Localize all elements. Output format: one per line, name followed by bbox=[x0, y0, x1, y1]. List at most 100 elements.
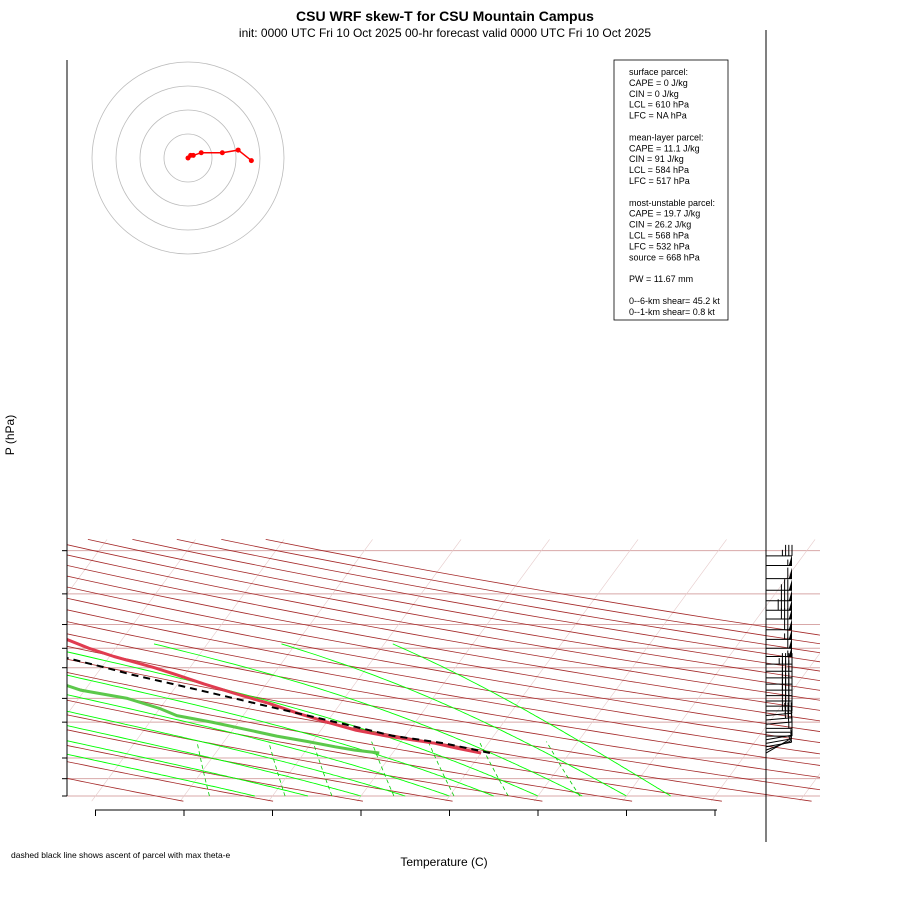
wind-barb-pennant bbox=[788, 628, 792, 640]
wind-barb-shaft bbox=[765, 717, 792, 721]
wind-barb bbox=[766, 653, 793, 665]
series-line-dewpoint bbox=[67, 683, 380, 755]
dry-adiabat-line bbox=[67, 621, 820, 755]
wind-barb bbox=[766, 628, 792, 640]
y-axis-label: P (hPa) bbox=[3, 415, 17, 455]
hodograph-background bbox=[90, 62, 290, 267]
moist-adiabat-line bbox=[392, 643, 672, 797]
moist-adiabat-line bbox=[153, 643, 583, 797]
mixing-ratio-line bbox=[371, 741, 395, 797]
wind-barb bbox=[766, 554, 792, 567]
wind-barb bbox=[766, 618, 792, 631]
wind-barb bbox=[766, 666, 793, 679]
chart-title: CSU WRF skew-T for CSU Mountain Campus bbox=[296, 8, 594, 24]
hodograph-point bbox=[198, 150, 204, 156]
wind-barb-pennant bbox=[788, 567, 792, 579]
info-box-line: 0--6-km shear= 45.2 kt bbox=[629, 296, 720, 306]
series-line-temperature bbox=[67, 637, 482, 755]
isotherm-line bbox=[622, 539, 816, 802]
dry-adiabat-line bbox=[132, 539, 820, 663]
isotherm-line bbox=[67, 539, 108, 595]
wind-barb-pennant bbox=[788, 637, 792, 649]
info-box-line: 0--1-km shear= 0.8 kt bbox=[629, 307, 715, 317]
wind-barb bbox=[766, 589, 792, 602]
dry-adiabat-line bbox=[67, 544, 820, 682]
wind-barb bbox=[766, 544, 793, 557]
dry-adiabat-line bbox=[67, 685, 722, 802]
wind-barb-shaft bbox=[765, 721, 792, 725]
dry-adiabat-line bbox=[67, 777, 184, 802]
moist-adiabat-line bbox=[67, 753, 255, 797]
info-box-line: mean-layer parcel: bbox=[629, 132, 704, 142]
info-box-text: surface parcel: CAPE = 0 J/kg CIN = 0 J/kg… bbox=[629, 67, 720, 317]
info-box: surface parcel: CAPE = 0 J/kg CIN = 0 J/kg… bbox=[613, 59, 729, 321]
info-box-line: LFC = NA hPa bbox=[629, 111, 687, 121]
hodograph-ring bbox=[115, 85, 261, 231]
info-box-line: CAPE = 0 J/kg bbox=[629, 78, 688, 88]
wind-barb-shaft bbox=[765, 738, 792, 744]
chart-subtitle: init: 0000 UTC Fri 10 Oct 2025 00-hr for… bbox=[239, 26, 652, 40]
dry-adiabat-line bbox=[67, 554, 820, 691]
moist-adiabat-line bbox=[67, 694, 450, 797]
isotherm-line bbox=[268, 539, 462, 802]
isotherm-line bbox=[0, 539, 19, 801]
chart-labels bbox=[62, 60, 717, 816]
mixing-ratio-line bbox=[268, 741, 286, 797]
dry-adiabat-line bbox=[67, 586, 820, 722]
info-box-line: CIN = 0 J/kg bbox=[629, 89, 679, 99]
dry-adiabat-line bbox=[67, 564, 820, 701]
isotherm-line bbox=[710, 652, 820, 802]
dry-adiabat-line bbox=[67, 714, 543, 802]
moist-adiabat-line bbox=[281, 643, 627, 797]
isotherm-line bbox=[67, 539, 196, 715]
dry-adiabat-line bbox=[67, 633, 820, 766]
isotherm-line bbox=[445, 539, 639, 802]
moist-adiabat-line bbox=[67, 651, 539, 797]
moist-adiabat-line bbox=[67, 740, 309, 797]
wind-barb-shaft bbox=[765, 712, 792, 717]
info-box-line bbox=[629, 187, 632, 197]
wind-barb-shaft bbox=[765, 741, 792, 748]
wind-barbs bbox=[765, 30, 793, 842]
info-box-line: LFC = 517 hPa bbox=[629, 176, 690, 186]
wind-barb bbox=[766, 579, 792, 591]
data-lines bbox=[67, 637, 491, 755]
footnote: dashed black line shows ascent of parcel… bbox=[11, 850, 231, 860]
background-lines bbox=[0, 539, 820, 802]
dry-adiabat-line bbox=[67, 575, 820, 711]
info-box-line: CIN = 26.2 J/kg bbox=[629, 220, 691, 230]
info-box-line bbox=[629, 122, 632, 132]
isotherm-line bbox=[533, 539, 727, 802]
mixing-ratio-line bbox=[427, 741, 455, 797]
wind-barb bbox=[766, 567, 792, 580]
mixing-ratio-line bbox=[196, 741, 210, 797]
info-box-line: most-unstable parcel: bbox=[629, 198, 715, 208]
hodograph-point bbox=[235, 147, 241, 153]
wind-barb-pennant bbox=[788, 554, 792, 566]
dry-adiabat-line bbox=[67, 699, 633, 802]
x-axis-label: Temperature (C) bbox=[400, 855, 487, 869]
moist-adiabat-line bbox=[67, 674, 494, 797]
isotherm-line bbox=[91, 539, 285, 802]
hodograph-ring bbox=[139, 109, 237, 207]
hodograph-ring bbox=[91, 61, 285, 255]
hodograph bbox=[90, 61, 290, 267]
dry-adiabat-line bbox=[87, 539, 820, 672]
wind-barb-pennant bbox=[788, 589, 792, 601]
moist-adiabat-line bbox=[67, 710, 406, 797]
dry-adiabat-line bbox=[67, 672, 812, 802]
mixing-ratio-line bbox=[312, 741, 333, 797]
dry-adiabat-line bbox=[67, 645, 820, 778]
wind-barb-pennant bbox=[788, 618, 792, 630]
info-box-line: CIN = 91 J/kg bbox=[629, 154, 684, 164]
isotherm-line bbox=[179, 539, 373, 802]
hodograph-point bbox=[219, 150, 225, 156]
dry-adiabat-line bbox=[67, 658, 820, 791]
wind-barb-pennant bbox=[788, 599, 792, 611]
info-box-line: LCL = 584 hPa bbox=[629, 165, 689, 175]
info-box-line bbox=[629, 263, 632, 273]
dry-adiabat-line bbox=[67, 745, 363, 802]
mixing-ratio-line bbox=[546, 741, 581, 797]
info-box-line: LCL = 610 hPa bbox=[629, 100, 689, 110]
